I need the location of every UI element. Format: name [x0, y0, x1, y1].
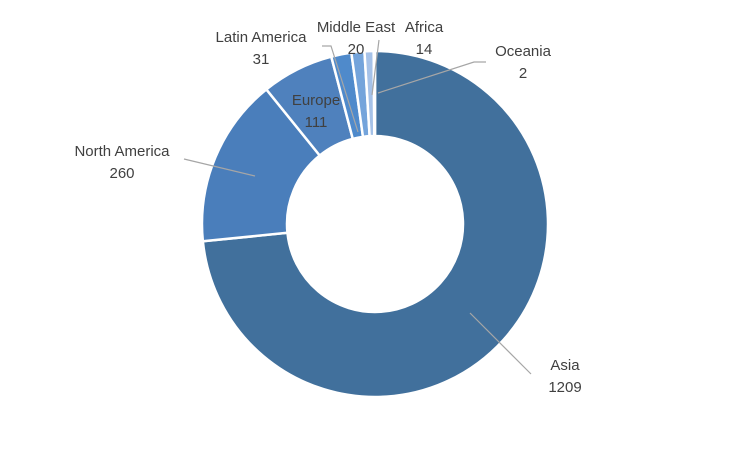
leader-line-middle-east	[322, 45, 359, 133]
data-label-value-latin-america: 31	[253, 51, 270, 68]
leader-line-asia	[469, 312, 532, 375]
leader-line-oceania	[377, 61, 486, 94]
data-label-name-oceania: Oceania	[495, 43, 552, 60]
data-label-name-north-america: North America	[74, 143, 170, 160]
data-label-name-asia: Asia	[550, 357, 580, 374]
leader-line-africa	[371, 39, 380, 96]
data-label-value-north-america: 260	[109, 165, 134, 182]
data-label-value-oceania: 2	[519, 65, 527, 82]
slice-asia	[201, 49, 550, 399]
data-label-name-middle-east: Middle East	[317, 19, 396, 36]
data-label-name-latin-america: Latin America	[216, 29, 308, 46]
leader-line-north-america	[183, 158, 256, 177]
data-label-name-europe: Europe	[292, 92, 340, 109]
data-label-value-europe: 111	[305, 114, 328, 131]
data-label-value-middle-east: 20	[348, 41, 365, 58]
data-label-value-africa: 14	[416, 41, 433, 58]
data-label-value-asia: 1209	[548, 379, 581, 396]
data-label-name-africa: Africa	[405, 19, 444, 36]
slice-oceania	[372, 49, 377, 138]
